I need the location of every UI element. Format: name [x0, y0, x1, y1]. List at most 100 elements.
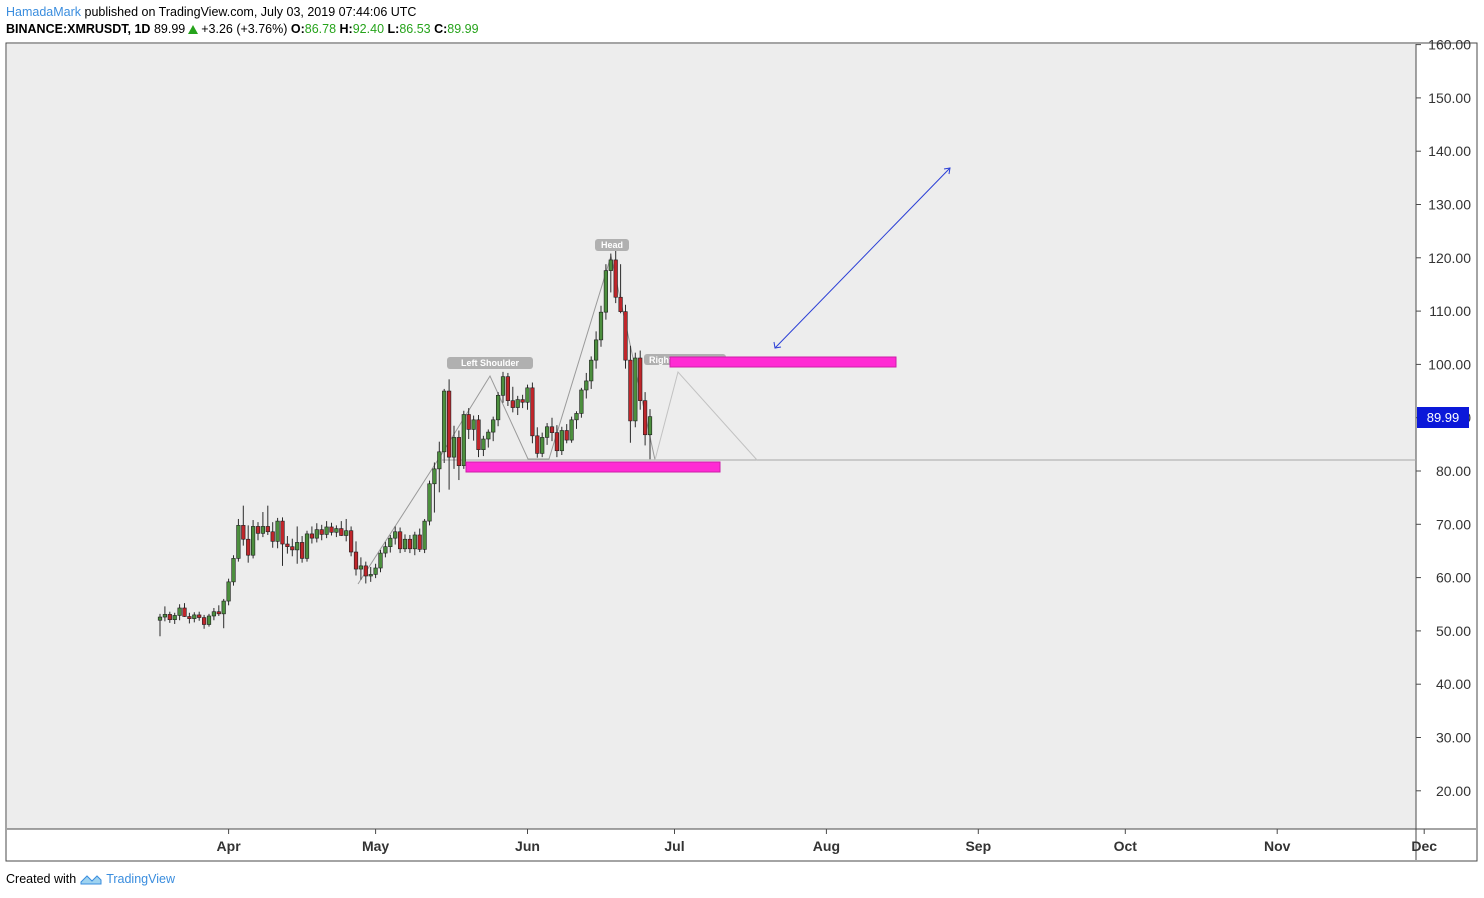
y-tick-label: 60.00: [1436, 570, 1471, 586]
arrow-end-head-icon: [943, 167, 951, 175]
candle-down: [476, 419, 481, 450]
candle-up: [236, 525, 241, 559]
candle-up: [162, 614, 168, 618]
x-tick-label: Dec: [1411, 838, 1437, 854]
candle-up: [569, 419, 574, 441]
candle-up: [157, 616, 163, 621]
candle-up: [647, 416, 653, 436]
candle-down: [197, 614, 202, 618]
target-arrow-line[interactable]: [774, 167, 951, 349]
candle-up: [206, 615, 212, 625]
candle-down: [407, 538, 413, 550]
candle-up: [314, 529, 319, 539]
candle-down: [530, 387, 535, 437]
candle-up: [544, 426, 550, 438]
candle-up: [373, 567, 378, 575]
candle-up: [383, 546, 388, 554]
candle-up: [574, 413, 579, 421]
candle-up: [437, 451, 442, 470]
candle-down: [554, 432, 559, 452]
open-value: 86.78: [304, 22, 337, 36]
x-tick-label: Apr: [217, 838, 242, 854]
candle-up: [275, 520, 280, 542]
x-tick-label: Oct: [1114, 838, 1138, 854]
candle-up: [608, 259, 613, 271]
up-triangle-icon: [188, 25, 199, 34]
candle-down: [535, 435, 540, 454]
left-shoulder-label: Left Shoulder: [461, 358, 519, 368]
candle-up: [559, 430, 564, 452]
resistance-zone[interactable]: [669, 356, 897, 368]
x-tick-label: Sep: [965, 838, 991, 854]
candle-down: [202, 617, 207, 625]
candle-down: [187, 616, 192, 619]
high-label: H:: [339, 22, 353, 36]
candle-down: [520, 399, 525, 403]
candle-down: [446, 390, 452, 458]
time-axis[interactable]: Apr May Jun Jul Aug Sep Oct Nov Dec: [217, 829, 1438, 854]
publisher-line: HamadaMark published on TradingView.com,…: [6, 4, 479, 21]
low-label: L:: [387, 22, 400, 36]
candle-up: [442, 390, 447, 453]
candle-down: [182, 607, 187, 617]
candle-up: [192, 614, 197, 619]
candle-down: [628, 359, 633, 422]
candle-down: [241, 525, 246, 540]
candle-up: [432, 468, 437, 485]
candle-down: [329, 526, 334, 533]
x-tick-label: Jun: [515, 838, 540, 854]
candle-down: [290, 546, 295, 551]
y-tick-label: 30.00: [1436, 730, 1471, 746]
chart-header: HamadaMark published on TradingView.com,…: [6, 4, 479, 38]
candle-down: [270, 531, 275, 542]
candle-up: [172, 615, 177, 621]
candle-down: [285, 543, 290, 547]
x-tick-label: May: [362, 838, 389, 854]
candle-down: [642, 400, 648, 436]
candle-down: [265, 526, 270, 533]
y-tick-label: 110.00: [1429, 303, 1471, 319]
candle-up: [481, 438, 486, 450]
candle-up: [486, 431, 491, 440]
tradingview-link[interactable]: TradingView: [106, 872, 175, 886]
candle-down: [564, 430, 569, 441]
last-price-tag: [1417, 407, 1469, 428]
plot-pane[interactable]: [7, 44, 1416, 829]
y-tick-label: 80.00: [1436, 463, 1471, 479]
candle-down: [246, 538, 251, 556]
candle-up: [221, 600, 226, 615]
candle-down: [353, 551, 359, 570]
candle-up: [598, 311, 604, 341]
price-change: +3.26 (+3.76%): [201, 22, 288, 36]
support-zone[interactable]: [465, 461, 721, 473]
candle-up: [525, 387, 530, 403]
candle-up: [451, 437, 457, 458]
candle-up: [304, 533, 310, 559]
last-price-tag-text: 89.99: [1427, 410, 1460, 425]
high-value: 92.40: [352, 22, 385, 36]
candle-up: [500, 376, 506, 396]
candle-down: [363, 565, 368, 577]
symbol-label[interactable]: BINANCE:XMRUSDT, 1D: [6, 22, 151, 36]
candle-down: [339, 528, 344, 536]
candle-up: [491, 419, 496, 433]
ohlc-line: BINANCE:XMRUSDT, 1D 89.99 +3.26 (+3.76%) …: [6, 21, 479, 38]
candle-up: [603, 270, 608, 313]
candle-up: [589, 359, 594, 382]
candle-up: [177, 607, 182, 616]
left-shoulder-label-box: [447, 357, 533, 369]
candle-up: [515, 399, 520, 408]
candle-down: [167, 614, 172, 621]
y-tick-label: 140.00: [1428, 143, 1471, 159]
created-with-text: Created with: [6, 872, 77, 886]
candle-up: [471, 419, 476, 430]
candle-up: [540, 437, 545, 454]
author-link[interactable]: HamadaMark: [6, 5, 82, 19]
candle-down: [280, 520, 285, 545]
candle-up: [633, 357, 638, 422]
close-value: 89.99: [447, 22, 479, 36]
candle-up: [368, 574, 373, 577]
candle-up: [231, 558, 236, 583]
y-tick-label: 20.00: [1436, 783, 1471, 799]
